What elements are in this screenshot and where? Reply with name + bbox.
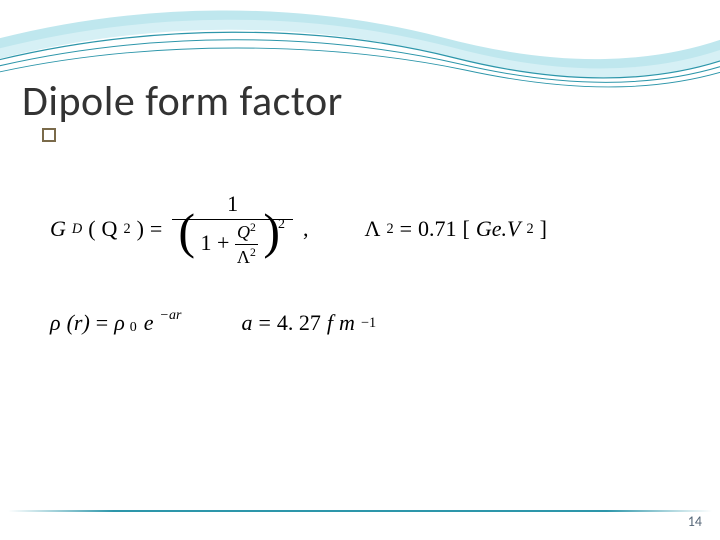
unit-minus1: −1 [361, 314, 376, 333]
a-value: 4. 27 [277, 309, 321, 338]
unit-exp: 2 [526, 220, 533, 239]
symbol-rho0: ρ [114, 309, 125, 338]
bullet-placeholder-icon [42, 128, 56, 142]
footer-divider [8, 510, 712, 512]
lambda-value: 0.71 [418, 215, 457, 244]
inner-fraction: Q2 Λ2 [235, 220, 258, 270]
symbol-Q: Q [102, 215, 118, 244]
symbol-Lambda: Λ [364, 215, 380, 244]
symbol-rho: ρ [50, 309, 61, 338]
exponent-ar: −ar [160, 307, 182, 325]
slide: Dipole form factor GD (Q2) = 1 ( 1 + Q2 … [0, 0, 720, 540]
rho-arg: (r) [67, 309, 90, 338]
one-plus: 1 + [201, 230, 230, 255]
equations-block: GD (Q2) = 1 ( 1 + Q2 Λ2 )2 , [50, 190, 670, 338]
unit-close: ] [540, 215, 547, 244]
equals-1: = [150, 215, 162, 244]
symbol-e: e [144, 309, 154, 338]
main-fraction: 1 ( 1 + Q2 Λ2 )2 [172, 190, 293, 269]
symbol-G: G [50, 215, 66, 244]
slide-title: Dipole form factor [22, 76, 343, 127]
open-paren: ( [88, 215, 95, 244]
unit-gev: Ge.V [476, 215, 521, 244]
equals-2: = [400, 215, 412, 244]
comma: , [303, 215, 309, 244]
page-number: 14 [688, 513, 702, 530]
outer-exponent: 2 [278, 217, 285, 232]
exp-2-b: 2 [386, 220, 393, 239]
equation-density: ρ(r) = ρ0 e−ar a = 4. 27 fm−1 [50, 309, 670, 338]
unit-open: [ [463, 215, 470, 244]
inner-den: Λ2 [235, 245, 258, 269]
equals-4: = [258, 309, 270, 338]
fraction-numerator: 1 [221, 190, 244, 219]
equals-3: = [96, 309, 108, 338]
close-paren: ) [137, 215, 144, 244]
subscript-zero: 0 [130, 319, 137, 337]
big-paren-open: ( [178, 203, 195, 259]
unit-f: f [327, 309, 333, 338]
subscript-D: D [72, 220, 82, 239]
inner-num: Q2 [235, 220, 258, 244]
exp-2-a: 2 [123, 220, 130, 239]
symbol-a: a [241, 309, 252, 338]
fraction-denominator: ( 1 + Q2 Λ2 )2 [172, 220, 293, 270]
unit-m: m [339, 309, 355, 338]
equation-dipole-form-factor: GD (Q2) = 1 ( 1 + Q2 Λ2 )2 , [50, 190, 670, 269]
